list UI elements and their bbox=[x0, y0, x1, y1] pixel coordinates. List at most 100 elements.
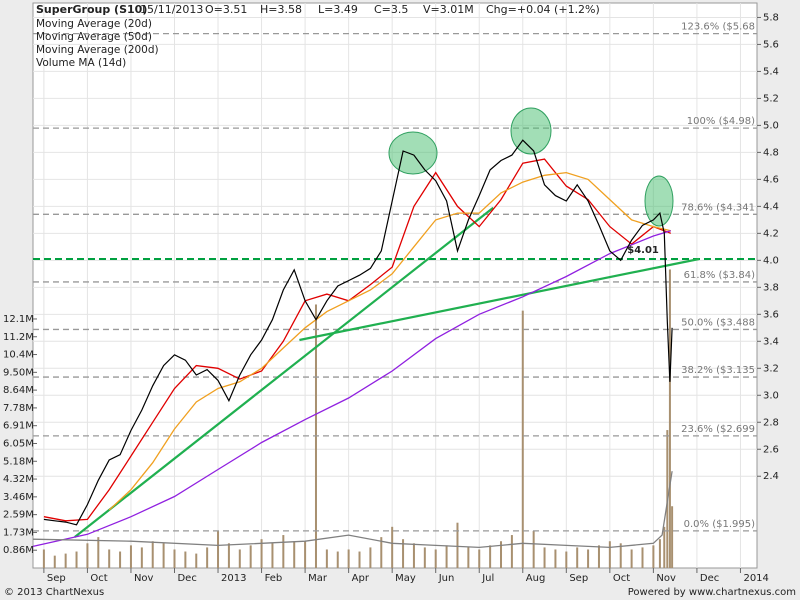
powered-by: Powered by www.chartnexus.com bbox=[628, 587, 796, 598]
volume-bar bbox=[489, 545, 492, 568]
volume-tick-label: 12.1M bbox=[3, 314, 34, 325]
ma-line bbox=[43, 158, 672, 522]
volume-tick-label: 10.4M bbox=[3, 350, 34, 361]
volume-tick-label: 9.50M bbox=[3, 367, 34, 378]
lines-layer bbox=[32, 139, 700, 549]
y-tick-label: 4.8 bbox=[763, 147, 779, 158]
trend-line bbox=[299, 257, 700, 342]
y-tick-label: 5.6 bbox=[763, 39, 779, 50]
volume-bar bbox=[619, 543, 622, 568]
levels-layer bbox=[33, 32, 757, 532]
volume-bar bbox=[500, 541, 503, 568]
quote-low: L=3.49 bbox=[318, 3, 358, 16]
ma-line bbox=[32, 230, 671, 548]
volume-bar bbox=[119, 551, 122, 568]
volume-bar bbox=[641, 547, 644, 568]
volume-bar bbox=[217, 530, 220, 568]
quote-volume: V=3.01M bbox=[423, 3, 474, 16]
volume-tick-label: 3.46M bbox=[3, 492, 34, 503]
y-tick-label: 2.8 bbox=[763, 417, 779, 428]
quote-close: C=3.5 bbox=[374, 3, 408, 16]
volume-bar bbox=[238, 549, 241, 568]
x-tick-label: Jun bbox=[438, 573, 455, 584]
volume-tick-label: 0.86M bbox=[3, 545, 34, 556]
y-tick-label: 3.4 bbox=[763, 336, 779, 347]
fib-label: 23.6% ($2.699 bbox=[681, 424, 755, 435]
volume-bar bbox=[271, 543, 274, 568]
volume-tick-label: 5.18M bbox=[3, 456, 34, 467]
volume-bar bbox=[75, 551, 78, 568]
y-tick-label: 4.2 bbox=[763, 228, 779, 239]
volume-bar bbox=[663, 526, 666, 568]
volume-bar bbox=[445, 545, 448, 568]
volume-bar bbox=[510, 535, 513, 568]
x-tick-label: Nov bbox=[134, 573, 154, 584]
x-tick-label: Feb bbox=[265, 573, 283, 584]
volume-bar bbox=[608, 541, 611, 568]
support-label: $4.01 bbox=[627, 245, 659, 256]
volume-bar bbox=[336, 551, 339, 568]
quote-high: H=3.58 bbox=[260, 3, 302, 16]
chart-title: SuperGroup (S10) bbox=[36, 3, 147, 16]
fib-label: 0.0% ($1.995) bbox=[684, 519, 755, 530]
price-line bbox=[43, 139, 673, 526]
volume-bar bbox=[347, 549, 350, 568]
x-tick-label: Apr bbox=[352, 573, 370, 584]
y-tick-label: 5.4 bbox=[763, 66, 779, 77]
volume-bar bbox=[260, 539, 263, 568]
y-tick-label: 2.4 bbox=[763, 471, 779, 482]
volume-bar bbox=[391, 526, 394, 568]
x-tick-label: Sep bbox=[569, 573, 588, 584]
x-tick-label: Oct bbox=[613, 573, 630, 584]
x-tick-label: Nov bbox=[656, 573, 676, 584]
volume-bar bbox=[64, 553, 67, 568]
volume-bar bbox=[658, 539, 661, 568]
top-highlight bbox=[510, 107, 552, 155]
volume-bar bbox=[369, 547, 372, 568]
volume-bar bbox=[423, 547, 426, 568]
volume-bar bbox=[53, 555, 56, 568]
volume-bar bbox=[543, 547, 546, 568]
y-tick-label: 3.8 bbox=[763, 282, 779, 293]
volume-bar bbox=[162, 543, 165, 568]
volume-tick-label: 6.91M bbox=[3, 421, 34, 432]
fib-label: 61.8% ($3.84) bbox=[684, 270, 755, 281]
y-tick-label: 4.4 bbox=[763, 201, 779, 212]
x-tick-label: Aug bbox=[526, 573, 546, 584]
volume-bar bbox=[478, 549, 481, 568]
volume-bar bbox=[412, 543, 415, 568]
volume-bar bbox=[325, 549, 328, 568]
volume-bar bbox=[652, 545, 655, 568]
volume-bar bbox=[671, 506, 674, 568]
quote-date: 15/11/2013 bbox=[140, 3, 203, 16]
volume-bar bbox=[554, 549, 557, 568]
volume-bar bbox=[97, 537, 100, 568]
volume-tick-label: 7.78M bbox=[3, 403, 34, 414]
volume-bar bbox=[206, 547, 209, 568]
y-tick-label: 5.2 bbox=[763, 93, 779, 104]
volume-bar bbox=[86, 543, 89, 568]
volume-tick-label: 1.73M bbox=[3, 527, 34, 538]
volume-tick-label: 8.64M bbox=[3, 385, 34, 396]
legend-entry: Volume MA (14d) bbox=[36, 57, 126, 69]
ma-line bbox=[108, 171, 671, 511]
fib-label: 50.0% ($3.488 bbox=[681, 317, 755, 328]
top-highlight bbox=[644, 175, 674, 227]
x-tick-label: Dec bbox=[177, 573, 196, 584]
volume-bar bbox=[108, 549, 111, 568]
x-tick-label: Mar bbox=[308, 573, 328, 584]
x-tick-label: 2014 bbox=[743, 573, 768, 584]
volume-bar bbox=[532, 530, 535, 568]
legend-entry: Moving Average (50d) bbox=[36, 31, 152, 43]
top-highlight bbox=[388, 131, 438, 175]
volume-bar bbox=[434, 549, 437, 568]
x-tick-label: Sep bbox=[47, 573, 66, 584]
volume-bar bbox=[576, 547, 579, 568]
volume-bar bbox=[358, 551, 361, 568]
volume-bar bbox=[402, 539, 405, 568]
volume-bar bbox=[151, 541, 154, 568]
volume-bar bbox=[140, 547, 143, 568]
x-tick-label: Jul bbox=[481, 573, 494, 584]
volume-bar bbox=[668, 269, 671, 568]
